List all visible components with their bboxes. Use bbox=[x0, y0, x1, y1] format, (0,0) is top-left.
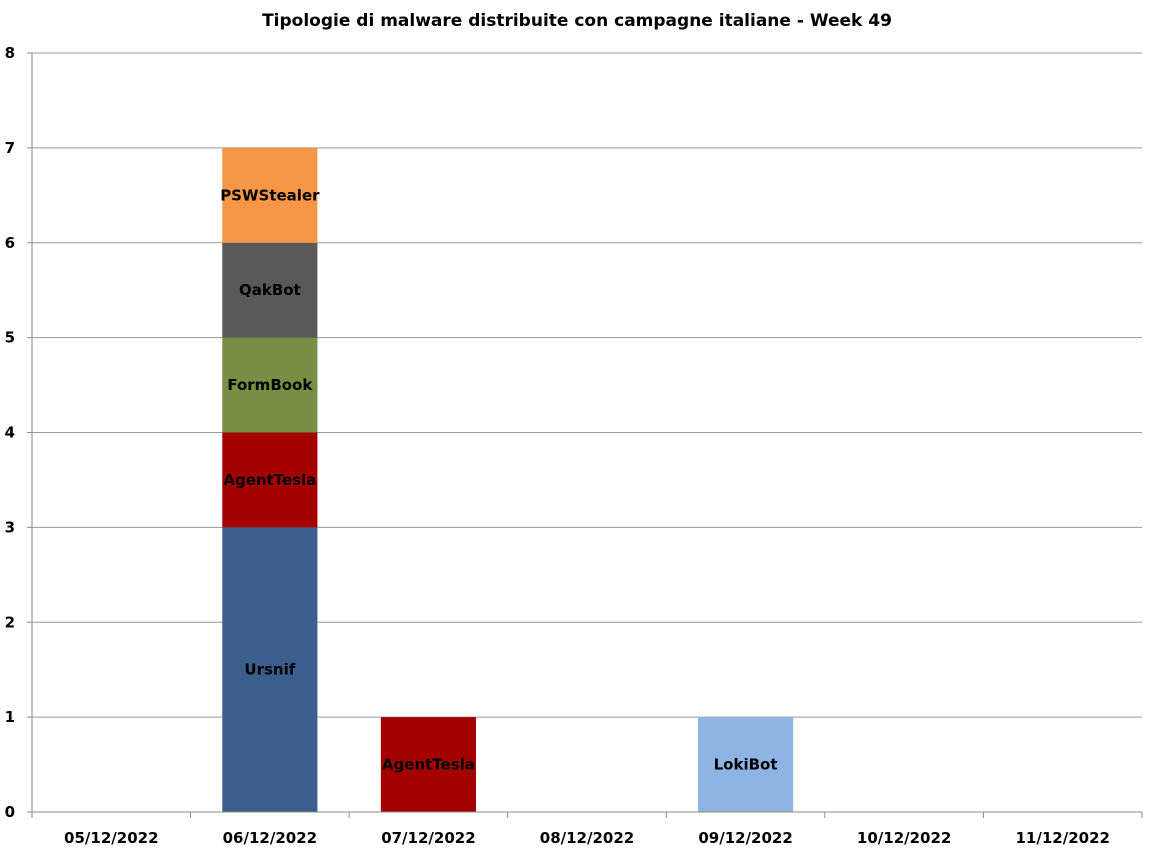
chart-title: Tipologie di malware distribuite con cam… bbox=[262, 11, 892, 31]
y-tick-label: 5 bbox=[5, 329, 15, 347]
bar-segment-ursnif-1 bbox=[222, 527, 318, 812]
y-tick-label: 3 bbox=[5, 518, 15, 536]
bar-segment-qakbot-1 bbox=[222, 242, 318, 338]
y-axis-tick-labels: 0 1 2 3 4 5 6 7 8 bbox=[5, 44, 15, 821]
bar-segment-formbook-1 bbox=[222, 337, 318, 433]
y-tick-label: 6 bbox=[5, 234, 15, 252]
bar-segment-agenttesla-2 bbox=[380, 717, 476, 812]
gridlines bbox=[32, 52, 1142, 718]
y-tick-label: 2 bbox=[5, 613, 15, 631]
bars: Ursnif AgentTesla FormBook QakBot PSWStealer… bbox=[220, 147, 794, 812]
x-axis-tick-labels: 05/12/2022 06/12/2022 07/12/2022 08/12/2022… bbox=[64, 829, 1110, 847]
bar-segment-agenttesla-1 bbox=[222, 432, 318, 528]
x-tick-label: 08/12/2022 bbox=[540, 829, 634, 847]
data-label-agenttesla: AgentTesla bbox=[223, 471, 316, 489]
x-tick-label: 09/12/2022 bbox=[698, 829, 792, 847]
data-label-formbook: FormBook bbox=[227, 376, 313, 394]
x-tick-label: 07/12/2022 bbox=[381, 829, 475, 847]
data-label-pswstealer: PSWStealer bbox=[220, 186, 320, 204]
data-label-ursnif: Ursnif bbox=[244, 661, 295, 679]
axes bbox=[27, 52, 1143, 818]
x-tick-label: 10/12/2022 bbox=[857, 829, 951, 847]
x-tick-label: 05/12/2022 bbox=[64, 829, 158, 847]
data-label-lokibot: LokiBot bbox=[714, 756, 778, 774]
bar-segment-pswstealer-1 bbox=[222, 147, 318, 243]
x-tick-label: 06/12/2022 bbox=[223, 829, 317, 847]
y-tick-label: 0 bbox=[5, 803, 15, 821]
y-tick-label: 8 bbox=[5, 44, 15, 62]
y-tick-label: 4 bbox=[5, 424, 15, 442]
data-label-qakbot: QakBot bbox=[239, 281, 301, 299]
y-tick-label: 1 bbox=[5, 708, 15, 726]
bar-segment-lokibot-4 bbox=[698, 717, 794, 812]
y-tick-label: 7 bbox=[5, 139, 15, 157]
x-tick-label: 11/12/2022 bbox=[1015, 829, 1109, 847]
data-label-agenttesla: AgentTesla bbox=[382, 756, 475, 774]
